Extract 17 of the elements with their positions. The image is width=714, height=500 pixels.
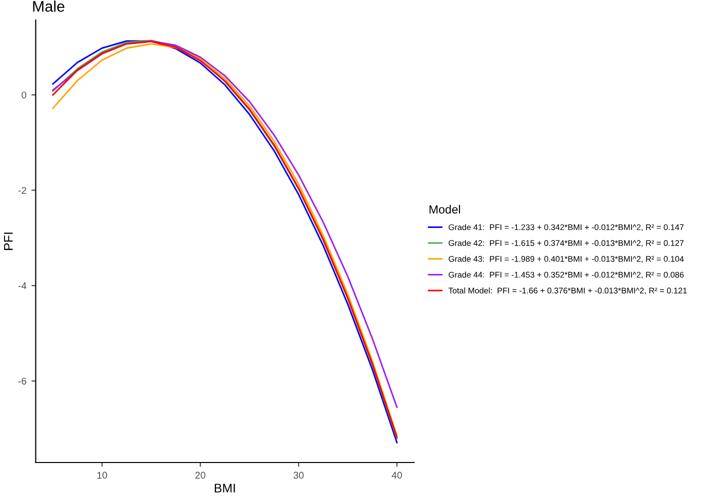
y-tick-label: -4 [18,282,26,290]
legend-label: Grade 43: PFI = -1.989 + 0.401*BMI + -0.013*BMI^2, R² = 0.104 [448,256,684,263]
x-tick-label: 40 [392,472,402,479]
y-tick-label: 0 [22,92,26,98]
y-axis-title: PFI [4,232,13,250]
y-tick-label: -6 [18,378,26,385]
x-axis-title: BMI [214,484,235,492]
legend-label: Grade 44: PFI = -1.453 + 0.352*BMI + -0.012*BMI^2, R² = 0.086 [448,272,684,279]
x-tick-label: 30 [294,472,304,479]
legend-label: Total Model: PFI = -1.66 + 0.376*BMI + -0.013*BMI^2, R² = 0.121 [448,287,687,294]
y-tick-label: -2 [18,186,26,194]
legend-label: Grade 41: PFI = -1.233 + 0.342*BMI + -0.012*BMI^2, R² = 0.147 [448,224,684,232]
legend-title: Model [430,204,460,214]
x-tick-label: 10 [97,472,108,479]
chart-title: Male [33,0,64,12]
x-tick-label: 20 [195,472,206,479]
legend-label: Grade 42: PFI = -1.615 + 0.374*BMI + -0.013*BMI^2, R² = 0.127 [448,240,684,247]
